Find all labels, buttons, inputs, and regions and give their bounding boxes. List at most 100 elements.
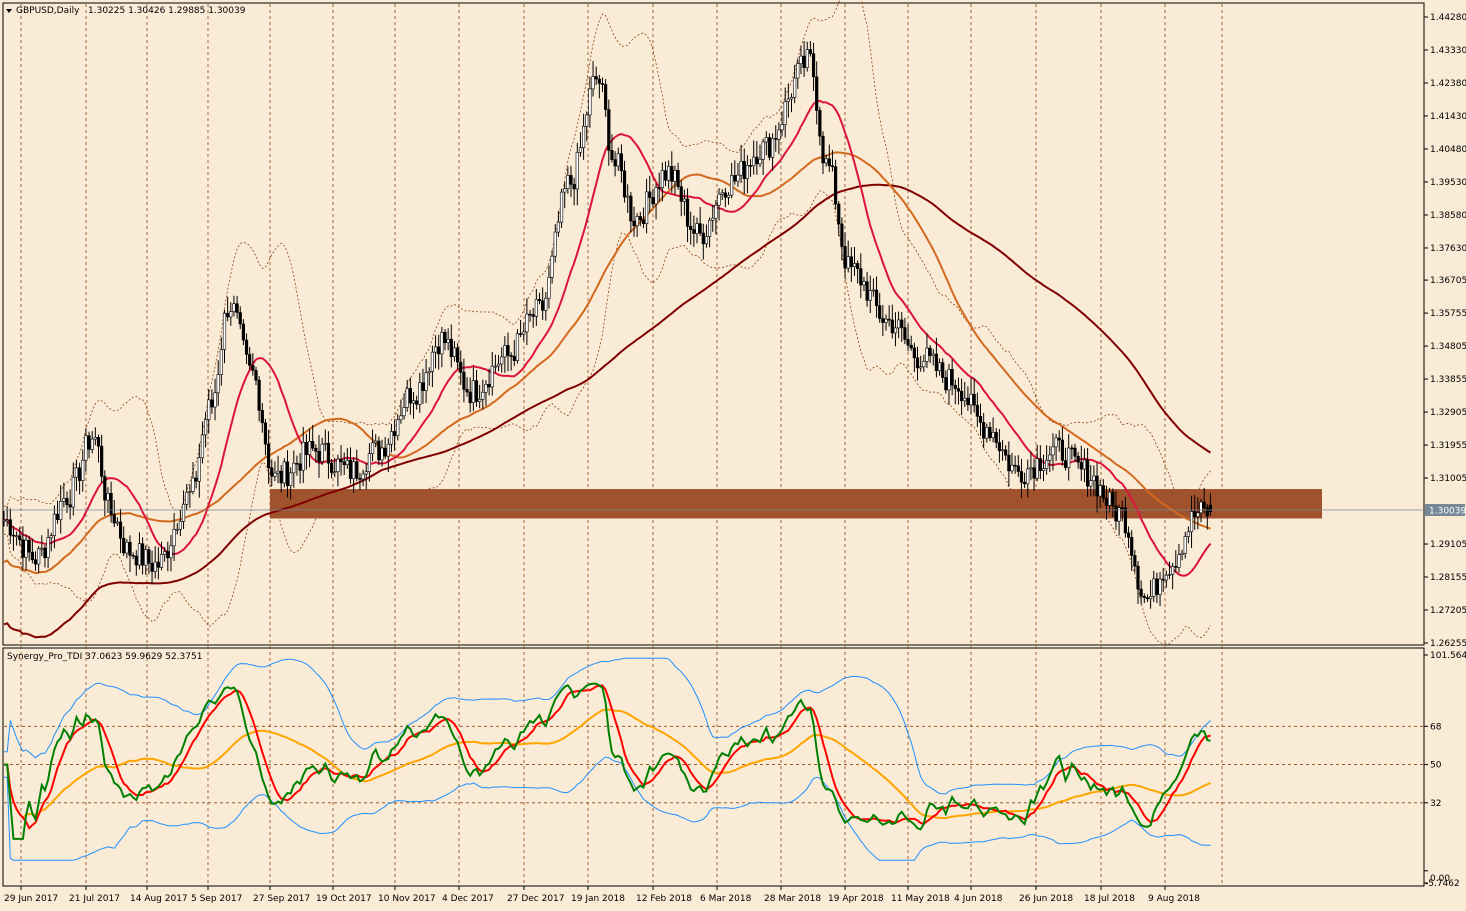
candle-body	[386, 443, 390, 457]
candle-body	[550, 255, 554, 278]
candle-body	[336, 458, 340, 473]
candle-body	[421, 382, 425, 391]
time-label: 6 Mar 2018	[700, 894, 752, 904]
candle-body	[591, 76, 595, 90]
candle-body	[1082, 459, 1087, 470]
candle-body	[285, 461, 290, 486]
candle-body	[30, 551, 34, 560]
indicator-level-label: -5.7462	[1425, 879, 1460, 889]
candle-body	[329, 462, 334, 473]
candle-body	[758, 158, 762, 165]
candle-body	[1098, 485, 1102, 497]
candle-body	[654, 187, 658, 205]
candle-body	[396, 419, 400, 436]
candle-body	[452, 347, 457, 357]
candle-body	[1208, 504, 1213, 512]
candle-body	[471, 380, 475, 403]
candle-body	[931, 353, 935, 356]
candle-body	[427, 371, 431, 374]
candle-body	[1199, 501, 1203, 514]
candle-body	[840, 223, 844, 247]
candle-body	[1123, 507, 1127, 534]
candle-body	[849, 256, 853, 267]
candle-body	[1117, 507, 1121, 522]
candle-body	[2, 519, 6, 522]
candle-body	[648, 191, 652, 198]
candle-body	[1186, 531, 1190, 537]
candle-body	[307, 441, 312, 455]
price-label: 1.37630	[1430, 244, 1466, 254]
time-axis[interactable]: 29 Jun 2017 21 Jul 2017 14 Aug 2017 5 Sep 2…	[4, 886, 1200, 904]
candle-body	[43, 547, 47, 558]
candle-body	[1193, 511, 1197, 518]
candle-body	[777, 129, 781, 140]
price-axis[interactable]: 1.44280 1.43330 1.42380 1.41430 1.40480 1.395…	[1424, 13, 1466, 649]
candle-body	[600, 83, 605, 85]
candle-body	[919, 366, 923, 369]
candle-body	[985, 427, 989, 439]
candle-body	[144, 549, 148, 566]
candle-body	[40, 547, 44, 550]
candle-body	[191, 477, 195, 492]
candle-body	[62, 498, 66, 502]
candle-body	[553, 231, 557, 257]
candle-body	[811, 53, 816, 78]
candle-body	[52, 513, 56, 537]
candle-body	[238, 312, 242, 325]
candle-body	[90, 438, 94, 450]
candle-body	[581, 126, 586, 148]
candle-body	[437, 346, 441, 355]
candle-body	[100, 445, 104, 477]
current-price-tag	[1425, 504, 1465, 516]
candle-body	[153, 561, 157, 572]
indicator-level-label: 101.5643	[1430, 651, 1466, 661]
candle-body	[411, 400, 416, 404]
candle-body	[364, 471, 368, 475]
trade-signal-line	[4, 684, 1211, 830]
candle-body	[610, 150, 614, 160]
candle-body	[941, 362, 945, 378]
candle-body	[616, 153, 620, 167]
candle-body	[815, 76, 819, 111]
candle-body	[449, 338, 453, 357]
candle-body	[537, 299, 542, 302]
candle-body	[808, 49, 812, 54]
candle-body	[282, 461, 286, 484]
candle-body	[764, 137, 768, 143]
candle-body	[78, 467, 82, 481]
candle-body	[607, 109, 611, 151]
candle-body	[455, 347, 460, 363]
candle-body	[1158, 578, 1162, 595]
candle-body	[632, 220, 636, 227]
candle-body	[474, 380, 479, 402]
candle-body	[484, 384, 488, 393]
candle-body	[651, 197, 655, 205]
candle-body	[1070, 447, 1074, 450]
time-label: 18 Jul 2018	[1084, 894, 1135, 904]
candle-body	[257, 379, 261, 411]
candle-body	[1133, 555, 1137, 567]
candle-body	[622, 170, 627, 198]
candle-body	[862, 281, 866, 286]
candle-body	[260, 410, 264, 424]
candle-body	[226, 312, 230, 318]
candle-body	[1171, 566, 1175, 575]
candle-body	[1076, 455, 1080, 463]
candle-body	[1189, 511, 1194, 533]
candle-body	[276, 470, 280, 474]
dropdown-triangle-icon[interactable]	[6, 9, 12, 13]
candle-body	[204, 419, 208, 436]
slow-moving-average	[3, 183, 1212, 639]
candle-body	[433, 346, 438, 353]
time-label: 21 Jul 2017	[69, 894, 120, 904]
candle-body	[928, 347, 932, 356]
candle-body	[745, 165, 749, 179]
candle-body	[333, 471, 337, 474]
candle-body	[613, 159, 617, 167]
candle-body	[128, 541, 132, 556]
candle-body	[1060, 439, 1064, 461]
candle-body	[1067, 447, 1071, 468]
candle-body	[1016, 465, 1020, 472]
